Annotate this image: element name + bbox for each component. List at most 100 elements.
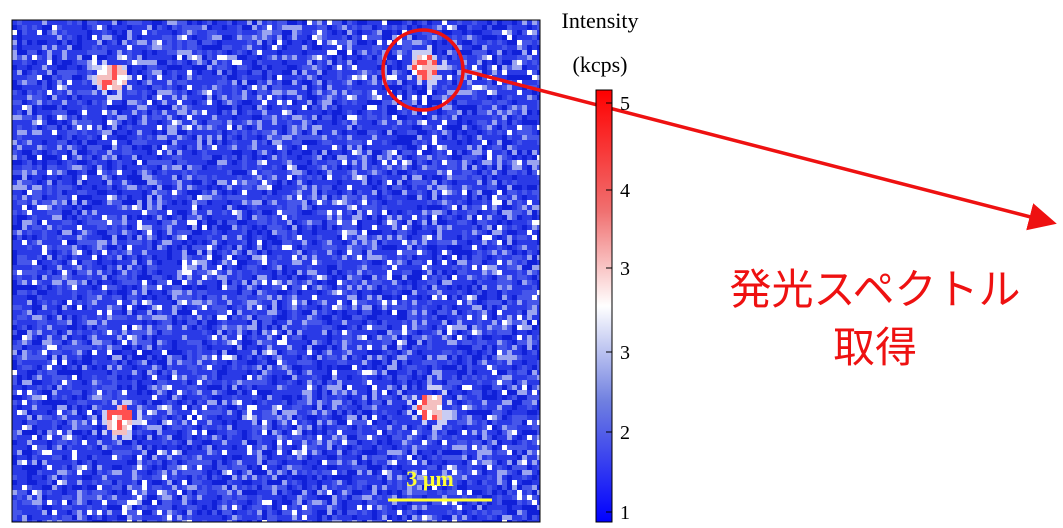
pixel	[222, 255, 227, 260]
pixel	[407, 185, 412, 190]
pixel	[177, 375, 182, 380]
pixel	[422, 375, 427, 380]
pixel	[422, 395, 427, 400]
pixel	[412, 290, 417, 295]
pixel	[387, 395, 392, 400]
pixel	[317, 305, 322, 310]
pixel	[322, 105, 327, 110]
pixel	[107, 180, 112, 185]
pixel	[217, 120, 222, 125]
pixel	[152, 245, 157, 250]
pixel	[317, 35, 322, 40]
pixel	[272, 230, 277, 235]
pixel	[322, 300, 327, 305]
pixel	[82, 160, 87, 165]
pixel	[407, 235, 412, 240]
pixel	[232, 65, 237, 70]
pixel	[532, 50, 537, 55]
pixel	[422, 40, 427, 45]
pixel	[217, 40, 222, 45]
pixel	[402, 320, 407, 325]
pixel	[302, 320, 307, 325]
pixel	[422, 355, 427, 360]
pixel	[467, 400, 472, 405]
pixel	[532, 375, 537, 380]
pixel	[302, 240, 307, 245]
pixel	[297, 405, 302, 410]
pixel	[207, 20, 212, 25]
pixel	[117, 295, 122, 300]
pixel	[107, 95, 112, 100]
pixel	[492, 65, 497, 70]
pixel	[357, 220, 362, 225]
pixel	[162, 90, 167, 95]
pixel	[397, 200, 402, 205]
pixel	[317, 350, 322, 355]
pixel	[17, 410, 22, 415]
pixel	[367, 130, 372, 135]
pixel	[322, 330, 327, 335]
pixel	[42, 30, 47, 35]
pixel	[512, 395, 517, 400]
pixel	[87, 35, 92, 40]
pixel	[457, 115, 462, 120]
pixel	[472, 155, 477, 160]
pixel	[97, 70, 102, 75]
pixel	[152, 145, 157, 150]
pixel	[87, 240, 92, 245]
pixel	[67, 90, 72, 95]
pixel	[302, 285, 307, 290]
pixel	[337, 365, 342, 370]
pixel	[267, 365, 272, 370]
pixel	[37, 125, 42, 130]
pixel	[147, 390, 152, 395]
pixel	[517, 215, 522, 220]
pixel	[17, 80, 22, 85]
pixel	[147, 210, 152, 215]
pixel	[27, 105, 32, 110]
pixel	[152, 280, 157, 285]
pixel	[197, 135, 202, 140]
pixel	[367, 305, 372, 310]
pixel	[72, 230, 77, 235]
pixel	[227, 145, 232, 150]
pixel	[332, 200, 337, 205]
pixel	[492, 395, 497, 400]
pixel	[122, 400, 127, 405]
pixel	[217, 35, 222, 40]
pixel	[522, 395, 527, 400]
pixel	[207, 55, 212, 60]
pixel	[307, 150, 312, 155]
pixel	[332, 285, 337, 290]
pixel	[117, 65, 122, 70]
pixel	[337, 395, 342, 400]
pixel	[182, 255, 187, 260]
pixel	[317, 220, 322, 225]
pixel	[72, 150, 77, 155]
pixel	[492, 270, 497, 275]
pixel	[267, 65, 272, 70]
pixel	[92, 25, 97, 30]
pixel	[112, 80, 117, 85]
pixel	[132, 155, 137, 160]
pixel	[407, 270, 412, 275]
pixel	[177, 165, 182, 170]
pixel	[177, 295, 182, 300]
pixel	[112, 250, 117, 255]
pixel	[332, 245, 337, 250]
pixel	[322, 305, 327, 310]
pixel	[322, 80, 327, 85]
pixel	[487, 80, 492, 85]
pixel	[437, 185, 442, 190]
pixel	[37, 225, 42, 230]
pixel	[497, 285, 502, 290]
pixel	[77, 165, 82, 170]
pixel	[427, 55, 432, 60]
pixel	[157, 260, 162, 265]
pixel	[262, 225, 267, 230]
pixel	[212, 400, 217, 405]
pixel	[242, 290, 247, 295]
pixel	[492, 35, 497, 40]
pixel	[532, 160, 537, 165]
pixel	[392, 365, 397, 370]
